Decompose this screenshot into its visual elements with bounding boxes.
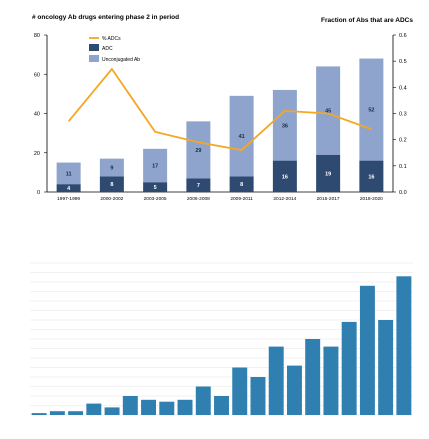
y-tick-label: 20 bbox=[34, 151, 40, 157]
data-label-adc: 16 bbox=[368, 174, 374, 180]
y2-tick-label: 0.1 bbox=[399, 164, 407, 170]
bar-unconjugated bbox=[316, 66, 341, 155]
bar bbox=[286, 365, 302, 415]
bar bbox=[323, 346, 339, 415]
bar-unconjugated bbox=[229, 95, 254, 177]
y2-tick-label: 0.4 bbox=[399, 85, 407, 91]
y2-tick-label: 0.0 bbox=[399, 190, 407, 196]
chart-title: # oncology Ab drugs entering phase 2 in … bbox=[32, 14, 179, 21]
bar-unconjugated bbox=[186, 121, 211, 179]
data-label-unconjugated: 36 bbox=[282, 123, 288, 129]
bar bbox=[31, 413, 47, 415]
data-label-adc: 5 bbox=[154, 185, 157, 191]
x-tick-label: 2018-2020 bbox=[360, 196, 383, 202]
bar bbox=[305, 339, 321, 415]
data-label-adc: 8 bbox=[240, 182, 243, 188]
bar-chart bbox=[30, 262, 413, 416]
y2-tick-label: 0.2 bbox=[399, 138, 407, 144]
right-axis-title: Fraction of Abs that are ADCs bbox=[321, 17, 413, 24]
x-tick-label: 1997-1999 bbox=[57, 196, 80, 202]
data-label-adc: 19 bbox=[325, 171, 331, 177]
bar-adc bbox=[229, 176, 254, 192]
y-tick-label: 60 bbox=[34, 72, 40, 78]
y-tick-label: 80 bbox=[34, 33, 40, 39]
x-tick-label: 2000-2002 bbox=[100, 196, 123, 202]
data-label-adc: 16 bbox=[282, 174, 288, 180]
bar-unconjugated bbox=[99, 158, 124, 177]
bar bbox=[396, 276, 412, 415]
legend-label-adc: ADC bbox=[102, 46, 113, 52]
legend-swatch-adc bbox=[89, 44, 99, 51]
legend-swatch-unconjugated bbox=[89, 55, 99, 62]
bar bbox=[68, 411, 84, 415]
data-label-adc: 7 bbox=[197, 183, 200, 189]
bar bbox=[214, 396, 229, 415]
data-label-unconjugated: 29 bbox=[195, 148, 201, 154]
bar-adc bbox=[316, 154, 341, 192]
y2-tick-label: 0.6 bbox=[399, 33, 407, 39]
y-tick-label: 0 bbox=[37, 190, 40, 196]
bar bbox=[359, 285, 375, 415]
bar bbox=[177, 399, 193, 415]
bar-unconjugated bbox=[56, 162, 81, 185]
bar-adc bbox=[186, 178, 211, 192]
y2-tick-label: 0.3 bbox=[399, 112, 407, 118]
y2-tick-label: 0.5 bbox=[399, 59, 407, 65]
legend-label-unconjugated: Unconjugated Ab bbox=[102, 57, 140, 63]
bar-unconjugated bbox=[272, 89, 297, 161]
bar bbox=[49, 411, 65, 415]
x-tick-label: 2006-2008 bbox=[187, 196, 210, 202]
legend-label-pct-adcs: % ADCs bbox=[102, 36, 121, 42]
bar bbox=[341, 321, 357, 415]
data-label-unconjugated: 11 bbox=[66, 171, 72, 177]
bar-adc bbox=[143, 182, 168, 192]
bar-adc bbox=[359, 160, 384, 192]
data-label-unconjugated: 9 bbox=[110, 165, 113, 171]
data-label-unconjugated: 45 bbox=[325, 109, 331, 115]
chart-legend: % ADCs ADC Unconjugated Ab bbox=[89, 36, 140, 63]
x-tick-label: 2012-2014 bbox=[273, 196, 296, 202]
bar-adc bbox=[99, 176, 124, 192]
y-tick-label: 40 bbox=[34, 112, 40, 118]
data-label-unconjugated: 17 bbox=[152, 164, 158, 170]
bar bbox=[268, 346, 284, 415]
bar bbox=[122, 396, 138, 415]
data-label-unconjugated: 41 bbox=[239, 134, 245, 140]
bar-unconjugated bbox=[143, 148, 168, 183]
bar-adc bbox=[56, 184, 81, 192]
bar bbox=[232, 367, 248, 415]
data-label-adc: 8 bbox=[110, 182, 113, 188]
stacked-bar-chart: # oncology Ab drugs entering phase 2 in … bbox=[32, 14, 413, 202]
bar bbox=[250, 377, 266, 415]
data-label-adc: 4 bbox=[67, 186, 71, 192]
bar bbox=[141, 399, 157, 415]
bar bbox=[378, 320, 394, 415]
bar-unconjugated bbox=[359, 58, 384, 161]
x-tick-label: 2009-2011 bbox=[230, 196, 253, 202]
bar bbox=[104, 407, 120, 415]
data-label-unconjugated: 52 bbox=[368, 108, 374, 114]
line-pct-adcs bbox=[67, 67, 372, 152]
bar bbox=[159, 401, 175, 415]
bar bbox=[86, 403, 102, 415]
x-tick-label: 2003-2005 bbox=[144, 196, 167, 202]
bar-adc bbox=[272, 160, 297, 192]
x-tick-label: 2015-2017 bbox=[317, 196, 340, 202]
bar bbox=[195, 386, 211, 415]
